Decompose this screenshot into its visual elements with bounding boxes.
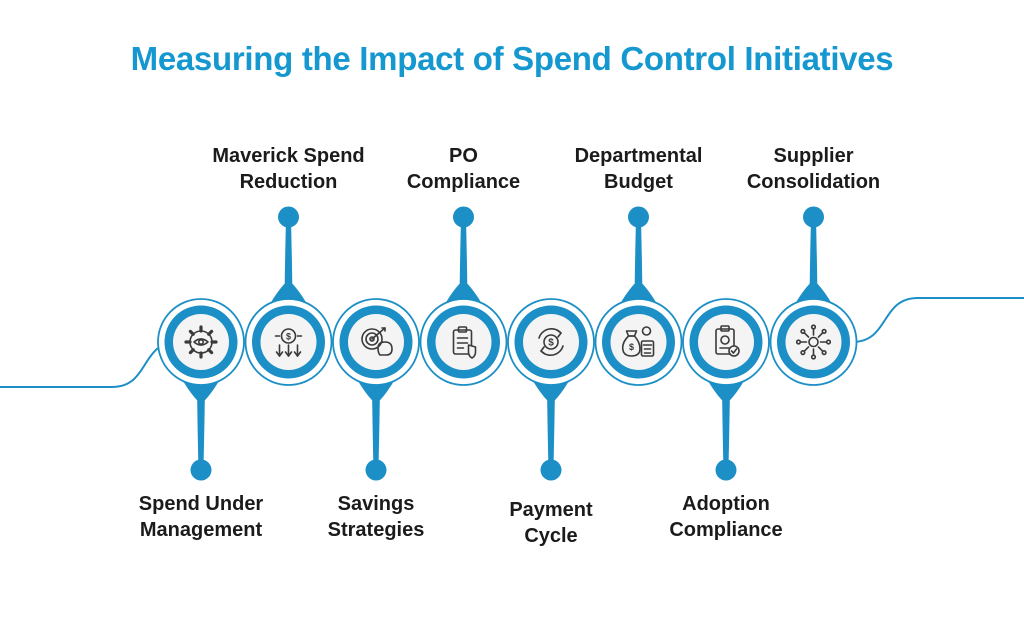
node-label: Supplier Consolidation <box>724 143 904 195</box>
cycle-dollar-icon: $ <box>538 328 564 356</box>
svg-text:$: $ <box>286 332 291 342</box>
node-end-dot <box>628 206 649 228</box>
node-label-line: Management <box>139 519 263 541</box>
svg-text:$: $ <box>629 342 634 352</box>
coin-down-arrows-icon: $ <box>274 328 303 357</box>
timeline-node: $ <box>244 206 333 386</box>
timeline-node <box>157 298 245 481</box>
timeline-node: $ <box>507 298 595 481</box>
node-label-line: Savings <box>337 493 415 515</box>
node-label-line: PO <box>449 145 478 167</box>
timeline-line-right <box>851 297 1024 343</box>
timeline-node <box>682 298 770 481</box>
gear-eye-icon <box>184 325 218 359</box>
node-label-line: Spend Under <box>138 493 264 515</box>
network-hub-icon <box>795 324 832 360</box>
timeline-node <box>419 206 508 386</box>
node-label-line: Adoption <box>682 493 770 515</box>
node-label-line: Cycle <box>524 525 578 547</box>
node-end-dot <box>190 459 212 481</box>
node-end-dot <box>365 459 387 481</box>
node-label: Payment Cycle <box>461 497 641 549</box>
node-end-dot <box>803 206 824 228</box>
node-label: Departmental Budget <box>549 143 729 195</box>
node-inner-circle <box>523 314 579 370</box>
money-bag-calculator-icon: $ <box>621 326 655 357</box>
node-label: Adoption Compliance <box>636 491 816 543</box>
node-label-line: Supplier <box>773 145 854 167</box>
timeline-node: $ <box>594 206 683 386</box>
svg-text:$: $ <box>548 338 554 349</box>
node-label-line: Maverick Spend <box>212 145 365 167</box>
node-inner-circle <box>435 314 492 370</box>
node-label: Savings Strategies <box>286 491 466 543</box>
node-inner-circle <box>348 314 404 370</box>
target-piggy-bank-icon <box>361 327 393 356</box>
node-end-dot <box>453 206 474 228</box>
node-label-line: Compliance <box>669 519 783 541</box>
node-label-line: Reduction <box>239 171 338 193</box>
node-label: Spend Under Management <box>111 491 291 543</box>
node-end-dot <box>540 459 562 481</box>
clipboard-shield-icon <box>452 326 477 359</box>
node-label-line: Budget <box>604 171 673 193</box>
page-title: Measuring the Impact of Spend Control In… <box>130 40 894 77</box>
node-label-line: Strategies <box>327 519 425 541</box>
node-label: PO Compliance <box>374 143 554 195</box>
node-inner-circle <box>260 314 317 370</box>
node-inner-circle <box>785 314 842 370</box>
node-label: Maverick Spend Reduction <box>199 143 379 195</box>
node-label-line: Departmental <box>574 145 703 167</box>
node-label-line: Compliance <box>406 171 521 193</box>
node-label-line: Payment <box>509 499 593 521</box>
node-inner-circle <box>173 314 229 370</box>
document-check-icon <box>715 325 740 357</box>
node-end-dot <box>715 459 737 481</box>
node-inner-circle <box>698 314 754 370</box>
node-end-dot <box>278 206 299 228</box>
timeline-node <box>332 298 420 481</box>
timeline-node <box>769 206 858 386</box>
timeline-line-left <box>0 341 179 388</box>
node-label-line: Consolidation <box>746 171 881 193</box>
